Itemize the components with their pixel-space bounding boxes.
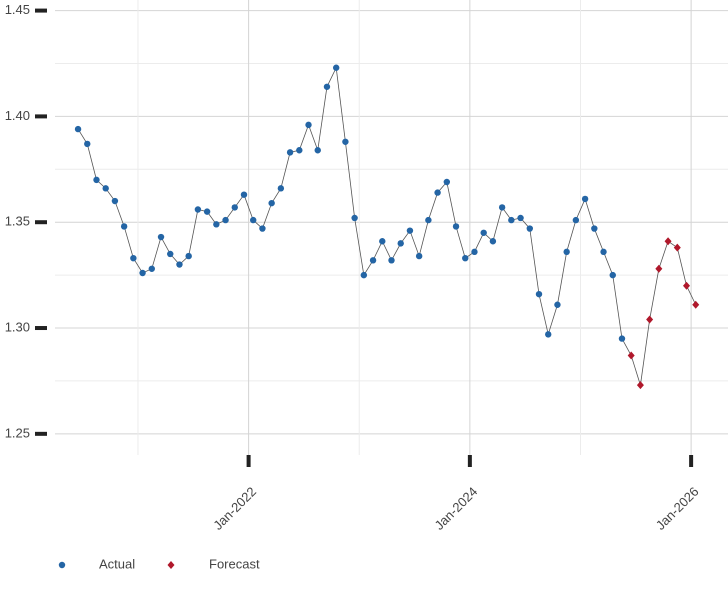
forecast-point [636, 381, 644, 390]
actual-point [194, 206, 202, 213]
actual-point [314, 147, 321, 154]
actual-point [379, 238, 386, 245]
actual-point [84, 140, 91, 148]
actual-point [425, 216, 432, 224]
actual-point [397, 240, 404, 247]
actual-point [286, 149, 294, 156]
actual-point [498, 204, 506, 211]
actual-point [148, 265, 156, 272]
actual-point [222, 216, 229, 224]
series-line [77, 66, 623, 339]
y-tick-label: 1.30 [5, 319, 30, 334]
actual-point [600, 248, 607, 256]
actual-point [203, 208, 211, 215]
actual-point [139, 269, 146, 277]
actual-point [415, 252, 423, 260]
x-tick-label: Jan-2024 [431, 484, 480, 533]
actual-point [130, 254, 137, 262]
actual-point [259, 225, 266, 232]
actual-point [508, 216, 515, 224]
actual-point [93, 176, 100, 184]
actual-point [277, 185, 285, 192]
forecast-point [673, 243, 681, 252]
actual-point [443, 178, 451, 186]
forecast-point [646, 315, 654, 324]
x-tick-label: Jan-2022 [210, 484, 259, 533]
actual-point [581, 195, 589, 203]
actual-point [111, 197, 119, 205]
actual-point [609, 271, 616, 279]
actual-point [535, 290, 543, 298]
actual-point [167, 250, 174, 258]
forecast-point [627, 351, 635, 360]
forecast-point [664, 237, 672, 246]
legend-label: Actual [99, 556, 135, 571]
actual-point [342, 138, 349, 145]
legend-marker [167, 561, 175, 569]
actual-point [268, 199, 275, 207]
actual-point [102, 185, 109, 192]
actual-point [618, 335, 626, 342]
actual-point [452, 223, 460, 230]
actual-point [250, 216, 257, 224]
actual-point [545, 331, 552, 338]
y-tick-label: 1.35 [5, 214, 30, 229]
actual-point [406, 227, 414, 234]
actual-point [351, 214, 358, 222]
actual-point [323, 83, 331, 90]
actual-point [434, 189, 441, 196]
legend-marker [58, 561, 66, 569]
actual-point [572, 216, 580, 224]
actual-point [360, 271, 368, 279]
series-line [630, 240, 697, 386]
forecast-point [692, 300, 700, 309]
connector-line [621, 338, 632, 356]
actual-point [462, 254, 469, 262]
actual-point [480, 229, 487, 236]
actual-point [554, 301, 561, 308]
actual-point [369, 257, 377, 264]
actual-point [591, 225, 598, 232]
x-tick-label: Jan-2026 [653, 484, 702, 533]
actual-point [74, 125, 82, 133]
actual-point [489, 238, 497, 245]
actual-point [296, 147, 303, 154]
actual-point [231, 204, 238, 211]
actual-point [120, 223, 128, 230]
actual-point [176, 261, 183, 268]
y-tick-label: 1.40 [5, 108, 30, 123]
actual-point [240, 191, 248, 198]
y-tick-label: 1.45 [5, 2, 30, 17]
actual-point [471, 248, 478, 256]
actual-point [526, 225, 533, 232]
y-tick-label: 1.25 [5, 425, 30, 440]
actual-point [157, 233, 165, 241]
actual-point [517, 214, 524, 222]
actual-point [185, 252, 192, 260]
actual-point [563, 248, 570, 256]
legend-label: Forecast [209, 556, 260, 571]
actual-point [213, 221, 220, 228]
forecast-point [655, 264, 663, 273]
actual-point [305, 121, 312, 129]
actual-point [332, 64, 340, 71]
forecast-point [683, 281, 691, 290]
actual-point [388, 257, 395, 264]
